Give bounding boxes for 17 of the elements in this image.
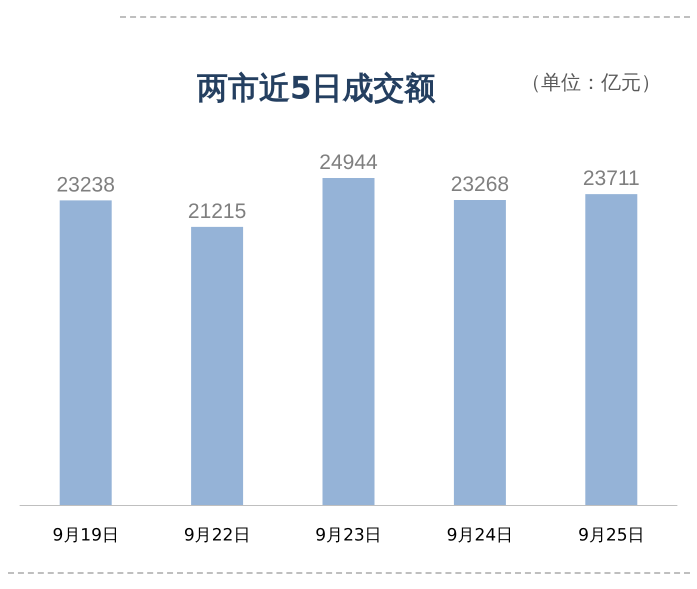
data-label: 23268 [450,172,510,196]
bar [322,178,374,505]
data-label: 23711 [582,167,640,190]
chart-title: 两市近5日成交额 [196,70,436,106]
x-tick-label: 9月19日 [52,526,119,546]
data-label: 23238 [56,173,115,196]
text: （单位：亿元） [521,70,661,94]
x-tick-label: 9月23日 [315,526,382,546]
x-tick-label: 9月24日 [446,526,514,546]
data-label: 21215 [188,200,246,223]
bar [60,200,112,505]
bar [585,194,638,505]
data-label: 24944 [319,151,378,174]
bar [454,200,506,505]
bar [191,226,244,505]
x-tick-label: 9月22日 [184,526,250,546]
x-tick-label: 9月25日 [578,526,645,546]
